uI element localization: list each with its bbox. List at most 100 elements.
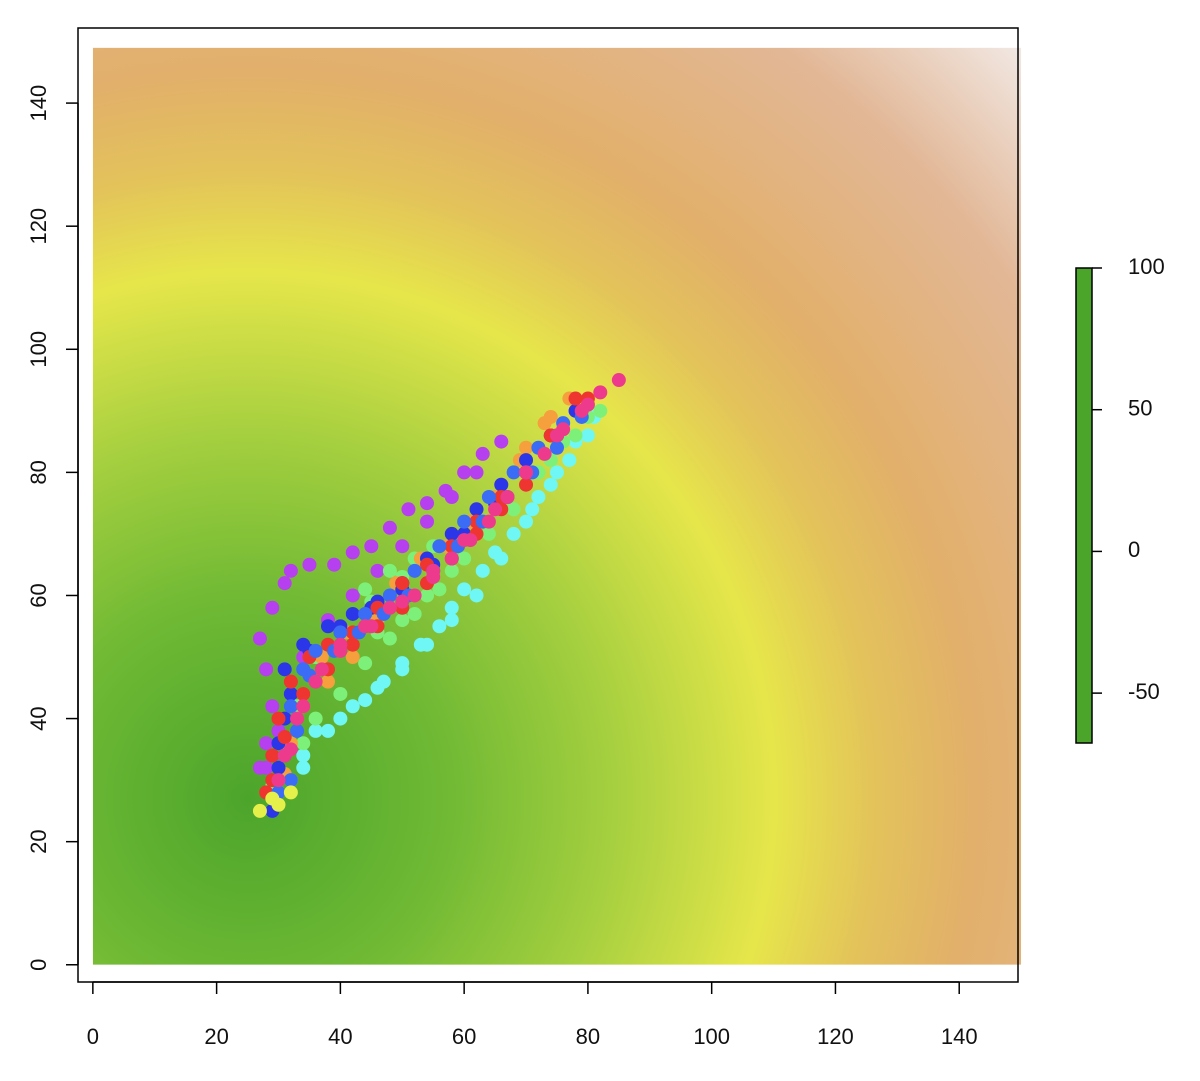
point xyxy=(562,453,577,468)
point xyxy=(382,588,397,603)
y-tick-label: 0 xyxy=(26,959,51,971)
colorbar xyxy=(1075,267,1093,744)
point xyxy=(277,662,292,677)
trajectories xyxy=(252,373,626,818)
point xyxy=(549,440,564,455)
y-tick-label: 20 xyxy=(26,829,51,853)
point xyxy=(277,748,292,763)
point xyxy=(519,477,534,492)
point xyxy=(296,760,311,775)
point xyxy=(494,551,509,566)
point xyxy=(469,465,484,480)
point xyxy=(494,434,509,449)
point xyxy=(358,606,373,621)
point xyxy=(506,502,521,517)
point xyxy=(283,785,298,800)
point xyxy=(265,699,280,714)
point xyxy=(444,551,459,566)
point xyxy=(549,428,564,443)
point xyxy=(296,748,311,763)
point xyxy=(308,711,323,726)
point xyxy=(537,446,552,461)
point xyxy=(469,588,484,603)
point xyxy=(345,606,360,621)
point xyxy=(345,650,360,665)
point xyxy=(345,637,360,652)
point xyxy=(580,397,595,412)
point xyxy=(382,631,397,646)
point xyxy=(432,619,447,634)
point xyxy=(407,563,422,578)
point xyxy=(401,502,416,517)
point xyxy=(364,619,379,634)
point xyxy=(568,428,583,443)
point xyxy=(308,723,323,738)
point xyxy=(296,736,311,751)
point xyxy=(271,711,286,726)
point xyxy=(420,514,435,529)
point xyxy=(277,576,292,591)
point xyxy=(252,631,267,646)
point xyxy=(370,680,385,695)
point xyxy=(407,606,422,621)
point xyxy=(444,613,459,628)
point xyxy=(481,489,496,504)
y-tick-label: 60 xyxy=(26,583,51,607)
point xyxy=(494,477,509,492)
point xyxy=(283,773,298,788)
point xyxy=(481,514,496,529)
point xyxy=(345,699,360,714)
x-tick-label: 140 xyxy=(941,1024,978,1049)
point xyxy=(549,465,564,480)
point xyxy=(395,539,410,554)
point xyxy=(506,465,521,480)
y-tick-label: 100 xyxy=(26,331,51,368)
point xyxy=(444,526,459,541)
x-tick-label: 0 xyxy=(87,1024,99,1049)
point xyxy=(321,723,336,738)
point xyxy=(420,637,435,652)
point xyxy=(432,539,447,554)
point xyxy=(519,453,534,468)
point xyxy=(475,563,490,578)
point xyxy=(382,520,397,535)
point xyxy=(537,416,552,431)
point xyxy=(395,662,410,677)
x-tick-label: 40 xyxy=(328,1024,352,1049)
colorbar-tick-label: -50 xyxy=(1128,679,1160,704)
y-tick-label: 80 xyxy=(26,460,51,484)
point xyxy=(488,502,503,517)
point xyxy=(457,551,472,566)
x-tick-label: 60 xyxy=(452,1024,476,1049)
point xyxy=(364,539,379,554)
point xyxy=(271,797,286,812)
heatmap xyxy=(92,47,1022,965)
point xyxy=(290,711,305,726)
point xyxy=(333,686,348,701)
point xyxy=(259,760,274,775)
point xyxy=(457,465,472,480)
point xyxy=(395,613,410,628)
point xyxy=(475,446,490,461)
point xyxy=(407,588,422,603)
point xyxy=(420,496,435,511)
point xyxy=(500,489,515,504)
point xyxy=(283,699,298,714)
point xyxy=(333,711,348,726)
y-tick-label: 40 xyxy=(26,706,51,730)
point xyxy=(277,730,292,745)
point xyxy=(382,600,397,615)
colorbar-tick-label: 0 xyxy=(1128,537,1140,562)
x-tick-label: 100 xyxy=(693,1024,730,1049)
point xyxy=(519,440,534,455)
point xyxy=(611,373,626,388)
point xyxy=(426,563,441,578)
point xyxy=(327,557,342,572)
point xyxy=(593,385,608,400)
point xyxy=(457,514,472,529)
colorbar-tick-label: 50 xyxy=(1128,396,1152,421)
point xyxy=(395,594,410,609)
point xyxy=(283,674,298,689)
point xyxy=(345,545,360,560)
point xyxy=(308,643,323,658)
